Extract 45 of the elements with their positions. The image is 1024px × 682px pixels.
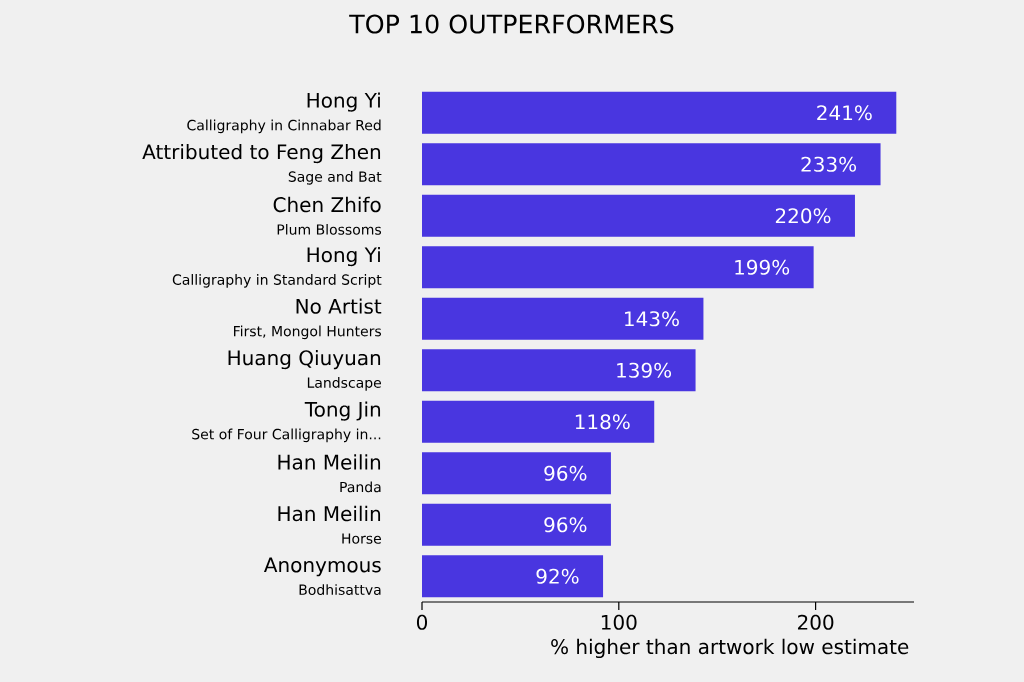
data-label: 96% bbox=[544, 465, 587, 481]
text: Plum Blossoms bbox=[277, 223, 382, 235]
y-tick-label: Anonymous bbox=[263, 557, 381, 577]
y-tick-label: Tong Jin bbox=[304, 401, 381, 421]
text: Bodhisattva bbox=[299, 584, 381, 595]
text: Landscape bbox=[307, 377, 381, 391]
data-label: 233% bbox=[801, 156, 857, 172]
text: Horse bbox=[342, 533, 381, 544]
bar bbox=[422, 349, 696, 392]
data-label: 118% bbox=[575, 414, 630, 430]
text: Sage and Bat bbox=[288, 171, 382, 185]
text: Calligraphy in Cinnabar Red bbox=[187, 119, 381, 134]
y-tick-label: Hong Yi bbox=[307, 246, 380, 267]
bar bbox=[422, 400, 655, 443]
data-label: 92% bbox=[536, 568, 579, 584]
data-label: 143% bbox=[625, 311, 679, 327]
text: Set of Four Calligraphy in... bbox=[192, 428, 381, 443]
data-label: 139% bbox=[617, 362, 672, 378]
bar bbox=[422, 555, 604, 598]
bar bbox=[422, 91, 897, 134]
bar bbox=[422, 503, 611, 546]
bar bbox=[422, 194, 855, 237]
x-tick-label: 200 bbox=[797, 614, 834, 630]
y-tick-label: Attributed to Feng Zhen bbox=[142, 143, 381, 164]
y-tick-label: Han Meilin bbox=[278, 505, 381, 522]
x-tick-label: 100 bbox=[601, 614, 637, 630]
data-label: 241% bbox=[817, 105, 872, 121]
bar bbox=[422, 246, 814, 289]
bar bbox=[422, 143, 881, 186]
x-axis-title: % higher than artwork low estimate bbox=[551, 638, 909, 659]
y-tick-label: Han Meilin bbox=[278, 454, 381, 470]
text: Panda bbox=[340, 481, 381, 493]
chart-title: TOP 10 OUTPERFORMERS bbox=[349, 14, 674, 34]
x-tick-label: 0 bbox=[416, 614, 428, 630]
text: First, Mongol Hunters bbox=[234, 325, 382, 340]
bar bbox=[422, 452, 611, 495]
data-label: 96% bbox=[544, 517, 587, 533]
y-tick-label: No Artist bbox=[296, 298, 382, 314]
y-tick-label: Huang Qiuyuan bbox=[228, 349, 381, 370]
bar bbox=[422, 297, 704, 340]
y-tick-label: Hong Yi bbox=[307, 92, 380, 112]
y-tick-label: Chen Zhifo bbox=[273, 196, 381, 213]
data-label: 199% bbox=[735, 259, 790, 275]
data-label: 220% bbox=[775, 208, 831, 224]
text: Calligraphy in Standard Script bbox=[172, 274, 382, 288]
